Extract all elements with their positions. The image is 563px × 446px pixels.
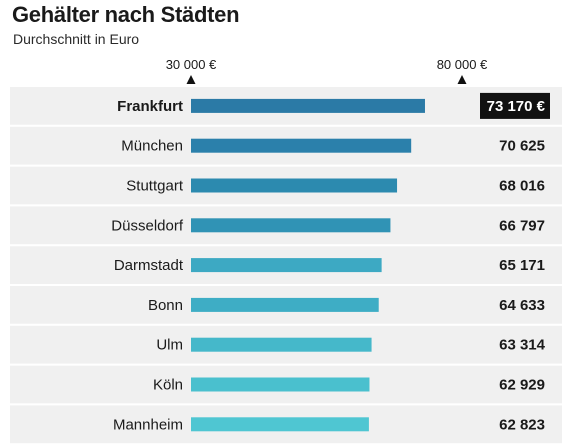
bar — [191, 138, 412, 153]
category-label: Ulm — [156, 337, 183, 354]
bar — [191, 337, 372, 352]
bar — [191, 258, 382, 273]
category-label: Darmstadt — [114, 257, 184, 274]
category-label: Düsseldorf — [111, 217, 184, 234]
value-label: 68 016 — [499, 178, 545, 195]
value-label: 66 797 — [499, 217, 545, 234]
value-label: 64 633 — [499, 297, 545, 314]
value-label: 62 929 — [499, 377, 545, 394]
value-label: 65 171 — [499, 257, 545, 274]
value-label: 63 314 — [499, 337, 546, 354]
value-label: 70 625 — [499, 138, 545, 155]
chart-subtitle: Durchschnitt in Euro — [13, 31, 140, 47]
bar — [191, 297, 379, 312]
category-label: Köln — [153, 377, 183, 394]
bar — [191, 417, 369, 432]
value-label: 62 823 — [499, 416, 545, 433]
bar — [191, 377, 370, 392]
value-label: 73 170 € — [487, 98, 546, 115]
category-label: München — [121, 138, 183, 155]
bar — [191, 218, 391, 233]
bar — [191, 98, 425, 113]
category-label: Mannheim — [113, 416, 183, 433]
axis-marker-triangle — [186, 75, 196, 84]
category-label: Bonn — [148, 297, 183, 314]
value-highlight-box — [480, 92, 550, 119]
category-label: Stuttgart — [126, 178, 184, 195]
category-label: Frankfurt — [117, 98, 183, 115]
axis-marker-label: 80 000 € — [437, 57, 488, 72]
bar — [191, 178, 398, 193]
axis-marker-triangle — [457, 75, 467, 84]
axis-marker-label: 30 000 € — [166, 57, 217, 72]
chart-title: Gehälter nach Städten — [12, 2, 240, 27]
